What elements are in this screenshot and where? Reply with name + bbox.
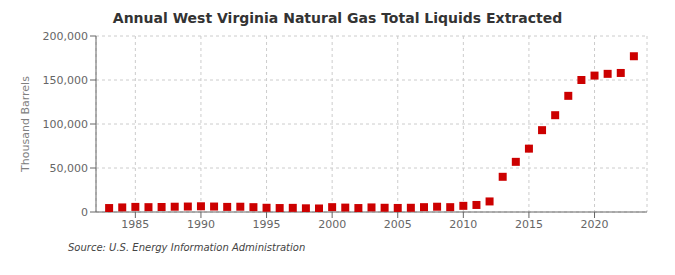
svg-text:100,000: 100,000 — [43, 118, 89, 131]
svg-text:2010: 2010 — [449, 218, 477, 231]
svg-text:0: 0 — [81, 206, 88, 219]
html-text:Annual West Virginia Natural G: Annual West Virginia Natural Gas Total L… — [112, 10, 563, 26]
svg-text:2015: 2015 — [515, 218, 543, 231]
svg-text:150,000: 150,000 — [43, 74, 89, 87]
svg-text:1985: 1985 — [121, 218, 149, 231]
svg-text:50,000: 50,000 — [50, 162, 89, 175]
svg-text:2000: 2000 — [318, 218, 346, 231]
svg-text:Thousand Barrels: Thousand Barrels — [19, 76, 32, 173]
svg-text:2020: 2020 — [581, 218, 609, 231]
html-text:Source: U.S. Energy Informatio: Source: U.S. Energy Information Administ… — [68, 242, 306, 253]
svg-text:2005: 2005 — [384, 218, 412, 231]
svg-text:1990: 1990 — [187, 218, 215, 231]
svg-text:200,000: 200,000 — [43, 30, 89, 43]
svg-text:1995: 1995 — [253, 218, 281, 231]
